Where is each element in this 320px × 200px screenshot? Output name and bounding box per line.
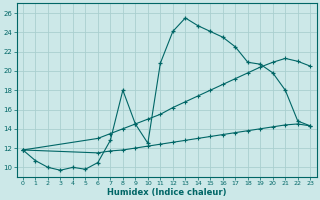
X-axis label: Humidex (Indice chaleur): Humidex (Indice chaleur) — [107, 188, 226, 197]
